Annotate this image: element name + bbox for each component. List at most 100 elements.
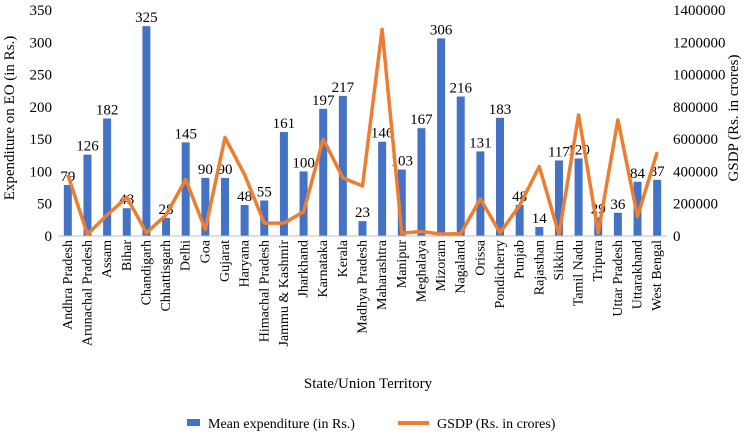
bar-value-label: 161 — [273, 116, 296, 132]
x-tick-label: Tamil Nadu — [572, 240, 587, 306]
bar — [535, 226, 544, 236]
bar-value-label: 100 — [292, 155, 315, 171]
y-axis-title: Expenditure on EO (in Rs.) — [2, 36, 18, 201]
bar — [496, 117, 505, 236]
bar — [240, 205, 249, 236]
right-y-tick-label: 1000000 — [673, 68, 726, 84]
bar — [653, 179, 662, 236]
x-tick-label: Uttarakhand — [631, 240, 646, 309]
x-tick-label: Maharashtra — [375, 239, 390, 310]
bar-value-label: 55 — [257, 184, 272, 200]
left-y-tick-label: 350 — [30, 3, 53, 19]
x-tick-label: Chandigarh — [139, 240, 154, 305]
bar — [201, 177, 210, 236]
x-tick-label: Himachal Pradesh — [257, 240, 272, 342]
x-tick-label: Tripura — [591, 239, 606, 281]
right-y-tick-label: 1200000 — [673, 35, 726, 51]
bar — [554, 160, 563, 236]
bar-value-label: 126 — [76, 139, 99, 155]
x-tick-label: Karnataka — [316, 239, 331, 297]
bar — [437, 38, 446, 236]
left-y-tick-label: 50 — [37, 197, 52, 213]
bar — [299, 171, 308, 236]
x-tick-label: Mizoram — [434, 240, 449, 291]
right-y-tick-label: 400000 — [673, 164, 718, 180]
bar-value-label: 182 — [96, 102, 119, 118]
bar — [181, 142, 190, 236]
bar-value-label: 145 — [174, 126, 197, 142]
bar-value-label: 167 — [410, 112, 433, 128]
x-tick-label: Orissa — [473, 239, 488, 276]
bar — [397, 169, 406, 236]
x-tick-label: Pondicherry — [493, 240, 508, 308]
bar — [103, 118, 112, 236]
bar — [515, 205, 524, 236]
bar — [162, 217, 171, 236]
bar-value-label: 90 — [198, 162, 213, 178]
x-tick-label: Madhya Pradesh — [356, 240, 371, 334]
bar-value-label: 84 — [630, 166, 646, 182]
right-y-axis: 0 200000 400000 600000 800000 1000000 1200000 1… — [673, 3, 726, 245]
bar-value-label: 306 — [430, 22, 453, 38]
x-tick-label: Assam — [100, 240, 115, 278]
bar — [319, 108, 328, 236]
x-tick-label: Arunachal Pradesh — [80, 240, 95, 346]
bar-value-label: 48 — [237, 189, 252, 205]
left-y-tick-label: 250 — [30, 68, 53, 84]
x-tick-label: Punjab — [513, 240, 528, 279]
bar-value-label: 216 — [449, 81, 472, 97]
left-y-tick-label: 150 — [30, 132, 53, 148]
x-tick-label: Andhra Pradesh — [61, 240, 76, 330]
bar — [63, 184, 72, 236]
bar — [358, 221, 367, 236]
left-y-tick-label: 0 — [45, 229, 53, 245]
bar-value-label: 131 — [469, 135, 492, 151]
gsdp-line — [66, 27, 659, 237]
bar — [142, 26, 151, 237]
x-tick-label: Uttar Pradesh — [611, 240, 626, 317]
x-tick-label: Jammu & Kashmir — [277, 240, 292, 347]
bar — [122, 208, 131, 236]
legend: Mean expenditure (in Rs.) GSDP (Rs. in c… — [187, 417, 556, 432]
x-tick-label: Goa — [198, 239, 213, 263]
bar-value-label: 197 — [312, 93, 335, 109]
bar-value-label: 36 — [610, 197, 626, 213]
legend-swatch-bar — [187, 419, 200, 426]
x-tick-label: West Bengal — [650, 240, 665, 311]
bar — [338, 95, 347, 236]
right-y-tick-label: 200000 — [673, 197, 718, 213]
legend-label-bar: Mean expenditure (in Rs.) — [208, 417, 355, 432]
bar — [574, 158, 583, 236]
bar-value-label: 117 — [548, 144, 570, 160]
left-y-tick-label: 200 — [30, 100, 53, 116]
bar — [378, 141, 387, 236]
bar — [613, 212, 622, 236]
x-tick-label: Sikkim — [552, 240, 567, 281]
bar-value-label: 217 — [332, 80, 355, 96]
bar-value-label: 23 — [355, 205, 370, 221]
bar-value-label: 183 — [489, 102, 512, 118]
right-y-tick-label: 0 — [673, 229, 681, 245]
x-tick-label: Delhi — [179, 240, 194, 271]
bar — [83, 154, 92, 236]
x-tick-label: Gujarat — [218, 240, 233, 282]
x-tick-label: Jharkhand — [297, 240, 312, 298]
left-y-axis: 0 50 100 150 200 250 300 350 — [30, 3, 53, 245]
legend-label-line: GSDP (Rs. in crores) — [437, 417, 556, 432]
left-y-tick-label: 100 — [30, 164, 53, 180]
right-y-tick-label: 600000 — [673, 132, 718, 148]
x-tick-label: Bihar — [120, 240, 135, 271]
x-tick-label: Kerala — [336, 239, 351, 277]
left-y-tick-label: 300 — [30, 35, 53, 51]
bar-value-label: 90 — [217, 162, 232, 178]
x-tick-label: Haryana — [238, 239, 253, 287]
right-y-tick-label: 800000 — [673, 100, 718, 116]
x-tick-label: Meghalaya — [414, 239, 429, 302]
bar — [279, 132, 288, 236]
line-series — [66, 27, 659, 237]
secondary-y-axis-title: GSDP (Rs. in crores) — [726, 55, 742, 182]
bar-value-label: 325 — [135, 10, 158, 26]
right-y-tick-label: 1400000 — [673, 3, 726, 19]
